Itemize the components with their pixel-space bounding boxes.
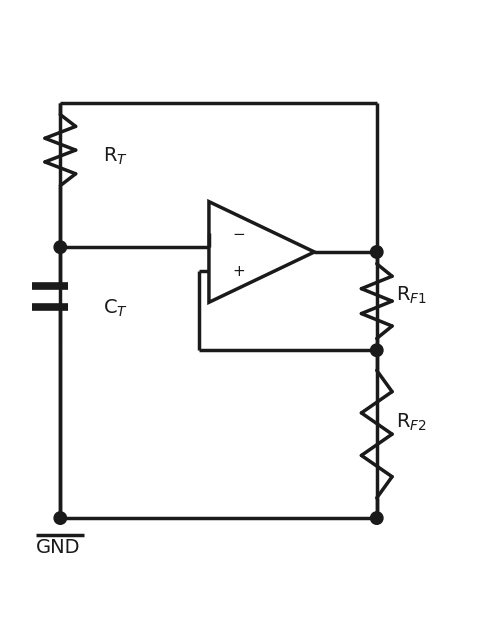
Circle shape xyxy=(370,512,382,524)
Text: R$_{F2}$: R$_{F2}$ xyxy=(395,412,426,433)
Text: $-$: $-$ xyxy=(231,225,244,240)
Text: R$_{F1}$: R$_{F1}$ xyxy=(395,284,426,306)
Text: R$_T$: R$_T$ xyxy=(103,145,128,167)
Circle shape xyxy=(54,512,66,524)
Text: GND: GND xyxy=(36,538,81,557)
Circle shape xyxy=(370,344,382,356)
Circle shape xyxy=(54,241,66,253)
Text: C$_T$: C$_T$ xyxy=(103,298,128,319)
Circle shape xyxy=(370,246,382,258)
Text: $+$: $+$ xyxy=(231,264,244,278)
